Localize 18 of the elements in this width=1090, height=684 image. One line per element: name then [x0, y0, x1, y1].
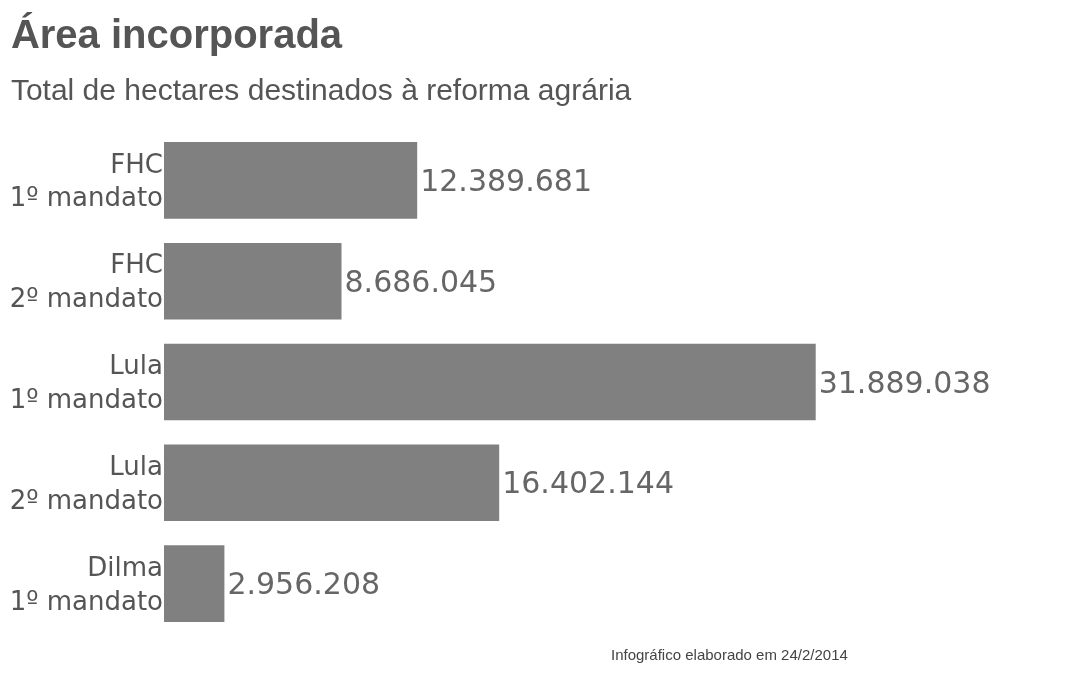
bar [164, 444, 500, 522]
y-tick-label: FHC 1º mandato [9, 148, 163, 213]
bar [164, 343, 816, 421]
bar [164, 545, 225, 622]
data-label: 2.956.208 [227, 566, 381, 602]
chart-subtitle: Total de hectares destinados à reforma agrária [10, 72, 632, 106]
y-tick-label: Lula 1º mandato [9, 350, 163, 414]
data-label: 31.889.038 [818, 364, 991, 400]
chart-title: Área incorporada [10, 11, 343, 56]
y-tick-label: Lula 2º mandato [9, 451, 163, 515]
data-label: 16.402.144 [502, 465, 674, 501]
data-label: 12.389.681 [420, 162, 592, 198]
bar [164, 142, 418, 219]
data-label: 8.686.045 [344, 263, 498, 299]
y-tick-label: Dilma 1º mandato [9, 551, 163, 616]
text: Infográfico elaborado em 24/2/2014 [611, 646, 848, 663]
bar [164, 242, 342, 320]
y-tick-label: FHC 2º mandato [9, 249, 163, 314]
